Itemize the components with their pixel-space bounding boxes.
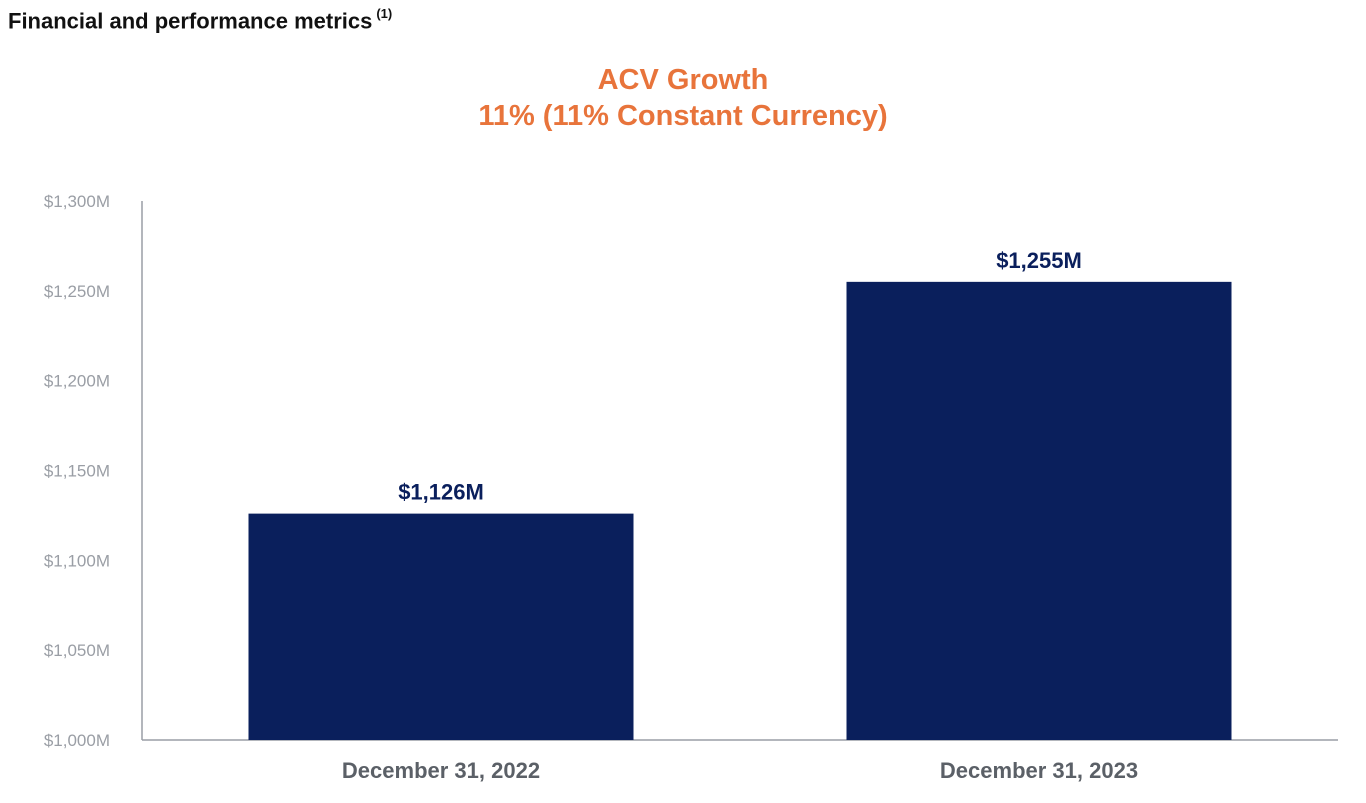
y-tick-label: $1,200M bbox=[44, 372, 110, 391]
section-heading-text: Financial and performance metrics bbox=[8, 8, 373, 34]
section-heading: Financial and performance metrics (1) bbox=[8, 6, 393, 34]
chart-title-block: ACV Growth 11% (11% Constant Currency) bbox=[0, 62, 1366, 134]
x-category-label: December 31, 2023 bbox=[940, 758, 1138, 783]
x-category-label: December 31, 2022 bbox=[342, 758, 540, 783]
chart-title: ACV Growth bbox=[597, 64, 769, 96]
y-tick-label: $1,250M bbox=[44, 282, 110, 301]
bar-data-label: $1,126M bbox=[398, 480, 484, 505]
y-tick-label: $1,050M bbox=[44, 641, 110, 660]
y-tick-label: $1,100M bbox=[44, 551, 110, 570]
bar-data-label: $1,255M bbox=[996, 248, 1082, 273]
bar bbox=[846, 281, 1232, 740]
footnote-marker: (1) bbox=[376, 6, 393, 21]
y-tick-label: $1,150M bbox=[44, 462, 110, 481]
chart-subtitle: 11% (11% Constant Currency) bbox=[478, 100, 888, 132]
y-tick-label: $1,000M bbox=[44, 731, 110, 750]
y-tick-label: $1,300M bbox=[44, 192, 110, 211]
bar bbox=[248, 513, 634, 740]
